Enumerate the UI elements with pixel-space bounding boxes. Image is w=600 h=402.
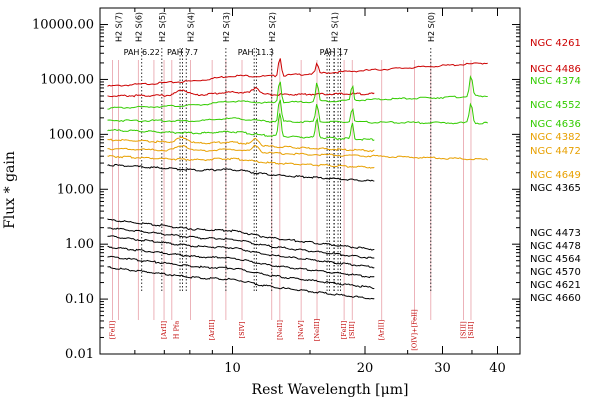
spectrum-ngc-4660 (107, 266, 375, 300)
top-line-label: PAH 17 (320, 48, 349, 57)
galaxy-label: NGC 4478 (530, 241, 581, 252)
top-line-label: H2 S(0) (427, 12, 436, 42)
x-tick-label: 20 (357, 361, 374, 376)
spectrum-ngc-4570 (107, 245, 375, 279)
galaxy-label: NGC 4365 (530, 183, 581, 194)
spectrum-ngc-4382 (107, 136, 375, 153)
galaxy-label: NGC 4660 (530, 293, 581, 304)
bottom-line-label: [ArIII] (208, 320, 216, 341)
galaxy-label: NGC 4564 (530, 254, 581, 265)
bottom-line-label: [NeIII] (313, 319, 321, 341)
line-labels: H2 S(7) H2 S(6) PAH 6.22 H2 S(5)PAH 7.7 H2 S… (109, 12, 475, 351)
galaxy-label: NGC 4486 (530, 64, 581, 75)
top-line-label: H2 S(1) (330, 12, 339, 42)
spectrum-ngc-4649 (107, 154, 375, 169)
galaxy-label: NGC 4552 (530, 100, 581, 111)
top-line-label: PAH 11.3 (238, 48, 274, 57)
spectrum-ngc-4374 (107, 75, 488, 110)
galaxy-label: NGC 4382 (530, 132, 581, 143)
spectrum-ngc-4472 (107, 144, 489, 161)
top-line-label: H2 S(6) (134, 12, 143, 42)
top-line-label: H2 S(2) (268, 12, 277, 42)
axis-ticks: 10000.00 1000.00 100.00 10.00 1.00 0.10 0.01 10… (32, 7, 520, 376)
y-tick-label: 10000.00 (32, 18, 94, 33)
y-tick-label: 1.00 (65, 237, 94, 252)
y-tick-label: 10.00 (57, 182, 94, 197)
bottom-line-label: [NeV] (297, 320, 305, 339)
spectrum-ngc-4621 (107, 255, 375, 290)
spectra-series (107, 58, 489, 300)
bottom-line-label: H Pfa (172, 321, 180, 340)
top-line-label: H2 S(5) (158, 12, 167, 42)
bottom-line-label: [NeII] (276, 320, 284, 340)
bottom-line-label: [SiII] (467, 322, 475, 339)
galaxy-label: NGC 4472 (530, 146, 581, 157)
top-line-label: PAH 7.7 (167, 48, 198, 57)
galaxy-label: NGC 4473 (530, 228, 581, 239)
x-tick-label: 10 (224, 361, 241, 376)
y-tick-label: 100.00 (49, 127, 95, 142)
bottom-line-label: [ArIII] (378, 320, 386, 341)
bottom-line-label: [ArII] (160, 321, 168, 339)
top-line-label: H2 S(3) (222, 12, 231, 42)
spectrum-ngc-4365 (107, 163, 375, 182)
spectrum-ngc-4636 (107, 113, 375, 142)
spectrum-ngc-4486 (107, 86, 375, 98)
bottom-line-label: [FeII] (109, 321, 117, 339)
top-line-label: H2 S(4) (187, 12, 196, 42)
emission-line-markers (112, 48, 472, 320)
galaxy-label: NGC 4261 (530, 38, 581, 49)
bottom-line-label: [OIV]+[FeII] (410, 309, 418, 350)
bottom-line-label: [SIII] (459, 321, 467, 338)
galaxy-label: NGC 4649 (530, 170, 581, 181)
galaxy-label: NGC 4636 (530, 119, 581, 130)
galaxy-label: NGC 4621 (530, 280, 581, 291)
x-axis-label: Rest Wavelength [μm] (252, 382, 409, 398)
bottom-line-label: [SIII] (348, 321, 356, 338)
spectrum-ngc-4564 (107, 235, 375, 269)
plot-frame (99, 7, 521, 355)
galaxy-label: NGC 4374 (530, 76, 581, 87)
galaxy-label: NGC 4570 (530, 267, 581, 278)
spectrum-ngc-4473 (107, 218, 375, 251)
top-line-label: H2 S(7) (115, 12, 124, 42)
bottom-line-label: [FeII] (340, 321, 348, 339)
top-line-label: PAH 6.22 (124, 48, 160, 57)
spectrum-ngc-4552 (107, 99, 488, 125)
plot-border (99, 7, 521, 355)
y-tick-label: 0.01 (65, 347, 94, 362)
y-tick-label: 1000.00 (40, 72, 94, 87)
x-tick-label: 30 (434, 361, 451, 376)
spectrum-ngc-4261 (107, 58, 488, 87)
y-tick-label: 0.10 (65, 292, 94, 307)
x-tick-label: 40 (489, 361, 506, 376)
y-axis-label: Flux * gain (2, 151, 18, 229)
spectrum-ngc-4478 (107, 227, 375, 259)
bottom-line-label: [SIV] (238, 322, 246, 339)
